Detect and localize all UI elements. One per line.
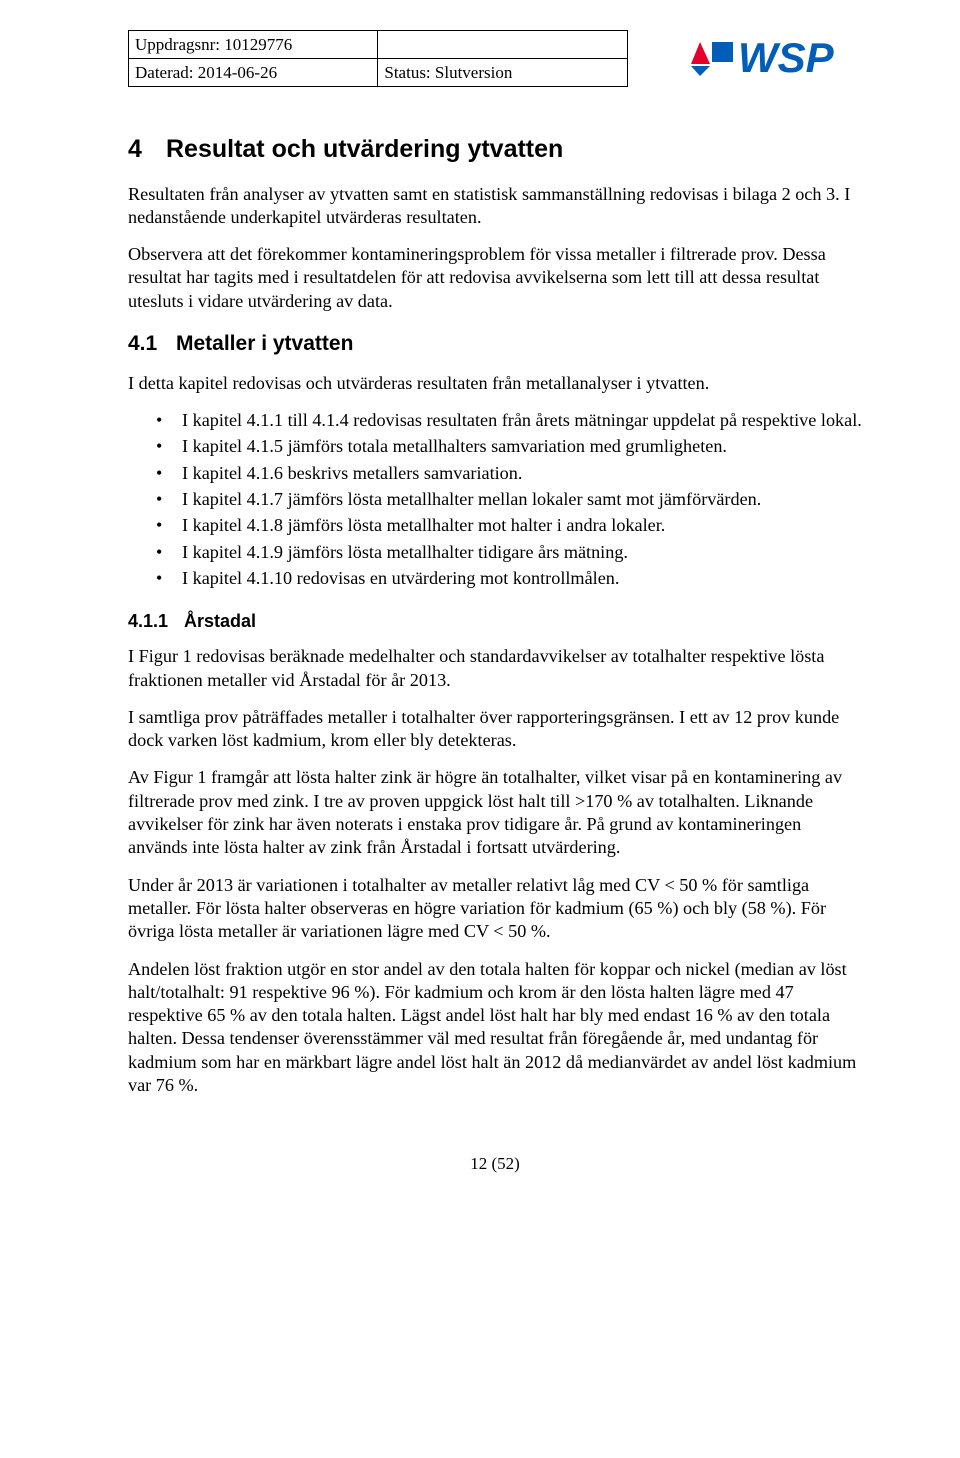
section-4-1-heading: 4.1Metaller i ytvatten xyxy=(128,331,862,358)
header-daterad: Daterad: 2014-06-26 xyxy=(129,58,378,86)
section-4-1-1-heading: 4.1.1Årstadal xyxy=(128,610,862,633)
section-4-1-1-para-2: I samtliga prov påträffades metaller i t… xyxy=(128,706,862,753)
list-item: I kapitel 4.1.6 beskrivs metallers samva… xyxy=(128,462,862,485)
section-4-1-1-title: Årstadal xyxy=(184,611,256,631)
section-4-1-intro: I detta kapitel redovisas och utvärderas… xyxy=(128,372,862,395)
section-4-1-1-number: 4.1.1 xyxy=(128,610,184,633)
list-item: I kapitel 4.1.8 jämförs lösta metallhalt… xyxy=(128,514,862,537)
logo-text: WSP xyxy=(738,36,835,80)
section-4-1-1-para-3: Av Figur 1 framgår att lösta halter zink… xyxy=(128,766,862,859)
section-4-1-1-para-1: I Figur 1 redovisas beräknade medelhalte… xyxy=(128,645,862,692)
list-item: I kapitel 4.1.5 jämförs totala metallhal… xyxy=(128,435,862,458)
section-4-number: 4 xyxy=(128,133,166,165)
page-number: 12 (52) xyxy=(128,1153,862,1175)
document-header-table: Uppdragsnr: 10129776 WSP Daterad: 2014-0… xyxy=(128,30,862,87)
section-4-title: Resultat och utvärdering ytvatten xyxy=(166,135,563,163)
list-item: I kapitel 4.1.7 jämförs lösta metallhalt… xyxy=(128,488,862,511)
section-4-1-bullet-list: I kapitel 4.1.1 till 4.1.4 redovisas res… xyxy=(128,409,862,590)
section-4-1-1-para-4: Under år 2013 är variationen i totalhalt… xyxy=(128,874,862,944)
section-4-para-2: Observera att det förekommer kontamineri… xyxy=(128,243,862,313)
section-4-heading: 4Resultat och utvärdering ytvatten xyxy=(128,133,862,165)
header-logo-cell: WSP xyxy=(627,31,862,87)
header-status: Status: Slutversion xyxy=(378,58,627,86)
list-item: I kapitel 4.1.9 jämförs lösta metallhalt… xyxy=(128,541,862,564)
header-empty-top xyxy=(378,31,627,59)
section-4-para-1: Resultaten från analyser av ytvatten sam… xyxy=(128,183,862,230)
section-4-1-number: 4.1 xyxy=(128,331,176,358)
list-item: I kapitel 4.1.10 redovisas en utvärderin… xyxy=(128,567,862,590)
wsp-logo-icon: WSP xyxy=(688,36,862,80)
section-4-1-title: Metaller i ytvatten xyxy=(176,332,353,355)
header-uppdrag: Uppdragsnr: 10129776 xyxy=(129,31,378,59)
section-4-1-1-para-5: Andelen löst fraktion utgör en stor ande… xyxy=(128,958,862,1098)
list-item: I kapitel 4.1.1 till 4.1.4 redovisas res… xyxy=(128,409,862,432)
